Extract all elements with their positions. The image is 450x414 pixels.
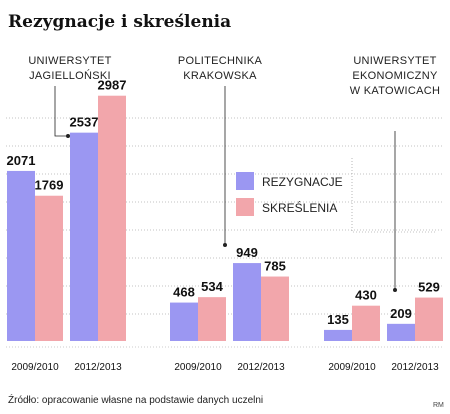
chart-title: Rezygnacje i skreślenia [8, 12, 231, 32]
bar-rezygnacje [70, 132, 98, 341]
group-labels: UNIWERSYTET JAGIELLOŃSKI POLITECHNIKA KRAKO… [28, 55, 440, 97]
x-tick-labels: 2009/2010 2012/2013 2009/2010 2012/2013 2009… [11, 362, 439, 373]
bar-skreslenia [98, 95, 126, 341]
value-label: 534 [201, 279, 223, 294]
legend-swatch [236, 198, 254, 216]
legend-swatch [236, 172, 254, 190]
bar-rezygnacje [324, 329, 352, 341]
value-label: 135 [327, 312, 349, 327]
pointer-dot [66, 134, 70, 138]
value-label: 2071 [7, 153, 36, 168]
bar-skreslenia [35, 195, 63, 341]
bar-skreslenia [261, 276, 289, 341]
pointer-line [54, 86, 68, 137]
group-label: KRAKOWSKA [183, 70, 257, 82]
legend-label: SKREŚLENIA [262, 200, 337, 215]
value-label: 1769 [35, 178, 64, 193]
group-label: UNIWERSYTET [353, 55, 436, 67]
legend: REZYGNACJE SKREŚLENIA [236, 158, 437, 233]
x-tick-label: 2012/2013 [391, 362, 439, 373]
value-label: 468 [173, 285, 195, 300]
x-tick-label: 2009/2010 [328, 362, 376, 373]
group-label: POLITECHNIKA [178, 55, 263, 67]
bar-rezygnacje [387, 323, 415, 341]
group-label: W KATOWICACH [350, 85, 441, 97]
legend-label: REZYGNACJE [262, 175, 343, 189]
group-label: EKONOMICZNY [352, 70, 438, 82]
value-label: 2987 [98, 78, 127, 93]
bar-rezygnacje [233, 263, 261, 341]
x-tick-label: 2012/2013 [237, 362, 285, 373]
value-label: 785 [264, 259, 286, 274]
value-label: 209 [390, 306, 412, 321]
credit: RM [433, 402, 444, 409]
group-pointers [54, 86, 397, 292]
legend-frame [351, 158, 437, 233]
x-tick-label: 2012/2013 [74, 362, 122, 373]
value-label: 2537 [70, 115, 99, 130]
source-note: Źródło: opracowanie własne na podstawie … [8, 393, 263, 406]
bar-skreslenia [352, 305, 380, 341]
value-label: 949 [236, 245, 258, 260]
group-label: JAGIELLOŃSKI [29, 69, 111, 82]
pointer-dot [223, 243, 227, 247]
bar-rezygnacje [7, 170, 35, 341]
pointer-dot [393, 288, 397, 292]
bar-skreslenia [198, 297, 226, 341]
bar-rezygnacje [170, 302, 198, 341]
x-tick-label: 2009/2010 [174, 362, 222, 373]
x-tick-label: 2009/2010 [11, 362, 59, 373]
value-label: 529 [418, 280, 440, 295]
bar-skreslenia [415, 297, 443, 341]
value-label: 430 [355, 288, 377, 303]
bars [7, 95, 443, 341]
value-labels: 2071 1769 2537 2987 468 534 949 785 135 430 209 529 [7, 78, 440, 327]
group-label: UNIWERSYTET [28, 55, 111, 67]
